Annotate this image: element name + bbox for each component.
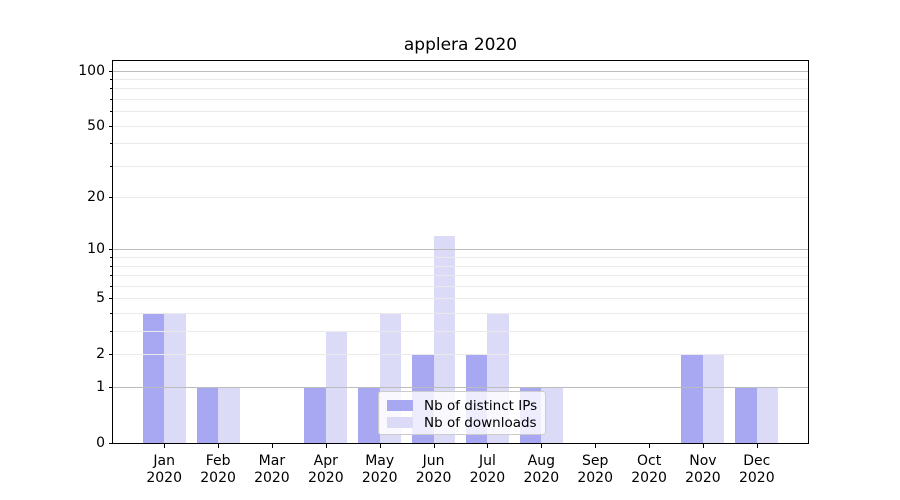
y-minor-tick-8 — [110, 265, 113, 267]
minor-gridline-2 — [113, 354, 808, 356]
bar-downloads-apr — [325, 331, 348, 443]
minor-gridline-3 — [113, 331, 808, 333]
minor-gridline-40 — [113, 143, 808, 145]
y-minor-tick-9 — [110, 257, 113, 259]
x-tick-mark-jul — [487, 444, 489, 448]
minor-gridline-30 — [113, 165, 808, 167]
bar-downloads-feb — [218, 387, 240, 443]
minor-gridline-70 — [113, 98, 808, 100]
minor-gridline-9 — [113, 257, 808, 259]
x-tick-label-dec: Dec 2020 — [738, 453, 775, 486]
y-minor-tick-7 — [110, 275, 113, 277]
x-tick-label-apr: Apr 2020 — [307, 453, 344, 486]
minor-gridline-90 — [113, 78, 808, 80]
x-tick-label-may: May 2020 — [361, 453, 398, 486]
legend-label-downloads: Nb of downloads — [424, 414, 537, 431]
x-tick-mark-oct — [649, 444, 651, 448]
y-tick-mark-100 — [108, 70, 113, 72]
legend-swatch-downloads — [387, 417, 413, 428]
y-tick-mark-10 — [108, 249, 113, 251]
x-tick-mark-nov — [702, 444, 704, 448]
legend: Nb of distinct IPs Nb of downloads — [378, 391, 546, 435]
y-tick-label-1: 1 — [96, 379, 105, 396]
y-tick-label-10: 10 — [87, 241, 105, 258]
y-minor-tick-40 — [110, 143, 113, 145]
bar-downloads-nov — [702, 354, 725, 443]
y-tick-label-2: 2 — [96, 346, 105, 363]
x-tick-label-feb: Feb 2020 — [200, 453, 236, 486]
minor-gridline-7 — [113, 275, 808, 277]
minor-gridline-80 — [113, 88, 808, 90]
major-gridline-1 — [113, 387, 808, 389]
y-minor-tick-20 — [110, 197, 113, 199]
x-tick-label-jun: Jun 2020 — [415, 453, 452, 486]
major-gridline-10 — [113, 249, 808, 251]
gridlines-layer — [113, 61, 808, 443]
y-tick-mark-0 — [108, 443, 113, 444]
bar-downloads-dec — [756, 387, 779, 443]
bar-distinct-ips-jan — [142, 313, 165, 443]
x-tick-label-sep: Sep 2020 — [577, 453, 613, 486]
minor-gridline-50 — [113, 125, 808, 127]
minor-gridline-4 — [113, 313, 808, 315]
x-tick-label-jul: Jul 2020 — [469, 453, 506, 486]
x-tick-mark-jan — [164, 444, 166, 448]
x-tick-label-oct: Oct 2020 — [631, 453, 667, 486]
x-tick-mark-mar — [271, 444, 273, 448]
minor-gridline-6 — [113, 285, 808, 287]
bar-distinct-ips-dec — [735, 387, 757, 443]
y-minor-tick-50 — [110, 125, 113, 127]
x-tick-mark-apr — [325, 444, 327, 448]
y-minor-tick-30 — [110, 165, 113, 167]
legend-item-downloads: Nb of downloads — [387, 414, 537, 431]
bar-distinct-ips-feb — [196, 387, 219, 443]
minor-gridline-60 — [113, 111, 808, 113]
plot-area: Nb of distinct IPs Nb of downloads — [112, 60, 809, 444]
bar-downloads-jan — [164, 313, 186, 443]
y-minor-tick-6 — [110, 285, 113, 287]
y-tick-label-50: 50 — [87, 117, 105, 134]
minor-gridline-20 — [113, 197, 808, 199]
y-tick-label-20: 20 — [87, 189, 105, 206]
y-minor-tick-80 — [110, 88, 113, 90]
x-tick-mark-dec — [756, 444, 758, 448]
y-tick-label-5: 5 — [96, 290, 105, 307]
bar-downloads-aug — [541, 387, 563, 443]
major-gridline-100 — [113, 70, 808, 72]
bar-distinct-ips-nov — [681, 354, 703, 443]
x-tick-label-aug: Aug 2020 — [523, 453, 560, 486]
x-tick-label-nov: Nov 2020 — [685, 453, 721, 486]
legend-item-distinct-ips: Nb of distinct IPs — [387, 397, 537, 414]
y-tick-label-0: 0 — [96, 435, 105, 451]
bar-distinct-ips-may — [358, 387, 380, 443]
y-minor-tick-3 — [110, 331, 113, 333]
x-tick-mark-feb — [218, 444, 220, 448]
legend-label-distinct-ips: Nb of distinct IPs — [424, 397, 538, 414]
y-minor-tick-2 — [110, 354, 113, 356]
x-tick-label-mar: Mar 2020 — [254, 453, 290, 486]
legend-swatch-distinct-ips — [387, 400, 413, 411]
y-tick-mark-1 — [108, 387, 113, 389]
x-tick-mark-aug — [541, 444, 543, 448]
y-minor-tick-60 — [110, 111, 113, 113]
x-tick-mark-jun — [433, 444, 435, 448]
y-minor-tick-5 — [110, 298, 113, 300]
bar-distinct-ips-apr — [304, 387, 326, 443]
minor-gridline-5 — [113, 298, 808, 300]
x-tick-mark-sep — [595, 444, 597, 448]
minor-gridline-8 — [113, 265, 808, 267]
y-tick-label-100: 100 — [78, 62, 105, 79]
chart-title: applera 2020 — [403, 35, 518, 55]
y-minor-tick-90 — [110, 78, 113, 80]
y-minor-tick-4 — [110, 313, 113, 315]
y-minor-tick-70 — [110, 98, 113, 100]
x-tick-mark-may — [379, 444, 381, 448]
x-tick-label-jan: Jan 2020 — [146, 453, 182, 486]
